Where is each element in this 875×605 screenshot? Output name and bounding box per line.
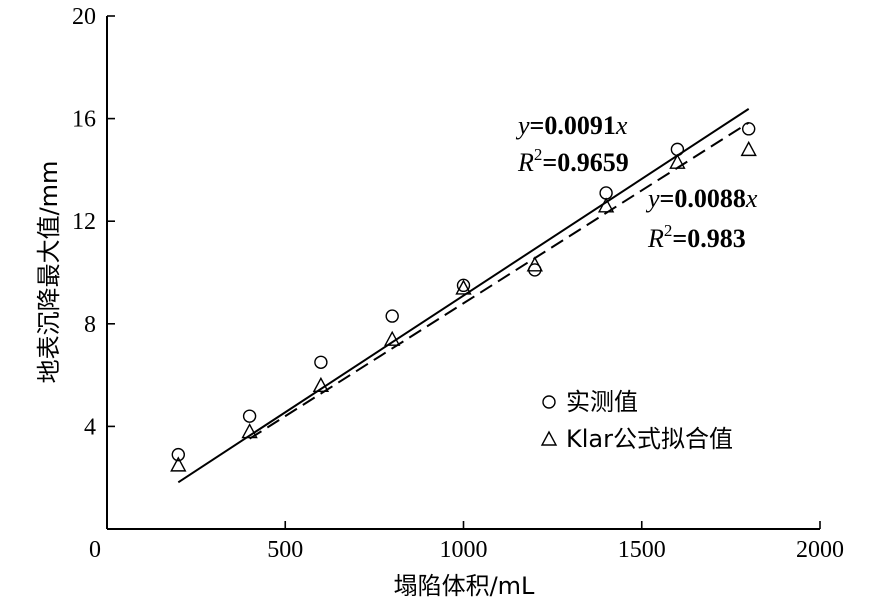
fit-r2-solid-sup: 2	[534, 145, 543, 164]
point-measured	[456, 278, 471, 293]
fit-line-solid	[177, 108, 750, 484]
point-klar-fit	[740, 140, 757, 157]
point-measured	[599, 186, 613, 200]
point-klar-fit	[597, 197, 615, 213]
fit-equation-solid-y: y	[515, 111, 530, 140]
fit-equation-dashed-y: y	[645, 184, 660, 213]
point-measured	[385, 309, 399, 323]
fit-equation-solid: y=0.0091x	[515, 111, 628, 140]
fit-equation-solid-x: x	[615, 111, 628, 140]
x-tick-label: 500	[267, 537, 303, 563]
point-klar-fit	[455, 279, 472, 295]
fit-r2-dashed-value: =0.983	[672, 224, 745, 253]
fit-r2-solid-value: =0.9659	[542, 148, 628, 177]
fit-r2-dashed-r: R	[647, 224, 664, 253]
x-axis-title: 塌陷体积/mL	[394, 572, 535, 600]
fit-equation-solid-value: =0.0091	[530, 111, 616, 140]
fit-equation-dashed-x: x	[745, 184, 758, 213]
point-measured	[314, 355, 328, 369]
fit-r2-solid-r: R	[517, 148, 534, 177]
x-tick-label: 1500	[618, 537, 666, 563]
fit-r2-dashed-sup: 2	[664, 221, 673, 240]
point-measured	[171, 447, 186, 462]
fit-lines	[177, 108, 750, 484]
fit-equation-dashed: y=0.0088x	[645, 184, 758, 213]
axis-ticks: 0 500 1000 1500 2000 4 8 12 16 20	[72, 4, 844, 563]
fit-r2-solid: R2=0.9659	[517, 145, 629, 177]
legend-triangle-marker	[540, 430, 558, 446]
point-klar-fit	[669, 153, 686, 169]
fit-line-dashed	[249, 121, 750, 440]
legend-label-klar: Klar公式拟合值	[566, 425, 733, 453]
point-klar-fit	[312, 376, 330, 393]
point-measured	[242, 409, 257, 423]
y-axis-title: 地表沉降最大值/mm	[35, 161, 63, 384]
fit-equation-dashed-value: =0.0088	[660, 184, 746, 213]
fit-r2-dashed: R2=0.983	[647, 221, 746, 253]
y-tick-label: 16	[72, 107, 96, 133]
x-tick-label: 2000	[796, 537, 844, 563]
point-klar-fit	[170, 456, 187, 472]
point-klar-fit	[384, 330, 401, 346]
point-measured	[670, 142, 685, 157]
legend-circle-marker	[542, 395, 556, 409]
y-tick-label: 4	[84, 414, 96, 440]
x-tick-label: 1000	[440, 537, 488, 563]
y-tick-label: 8	[84, 312, 96, 338]
x-tick-label: 0	[89, 537, 101, 563]
data-markers	[170, 122, 757, 472]
y-tick-label: 20	[72, 4, 96, 30]
point-klar-fit	[241, 423, 258, 439]
legend: 实测值 Klar公式拟合值	[540, 388, 733, 453]
point-klar-fit	[526, 256, 543, 272]
y-tick-label: 12	[72, 209, 96, 235]
point-measured	[742, 122, 756, 136]
legend-label-measured: 实测值	[566, 388, 638, 416]
